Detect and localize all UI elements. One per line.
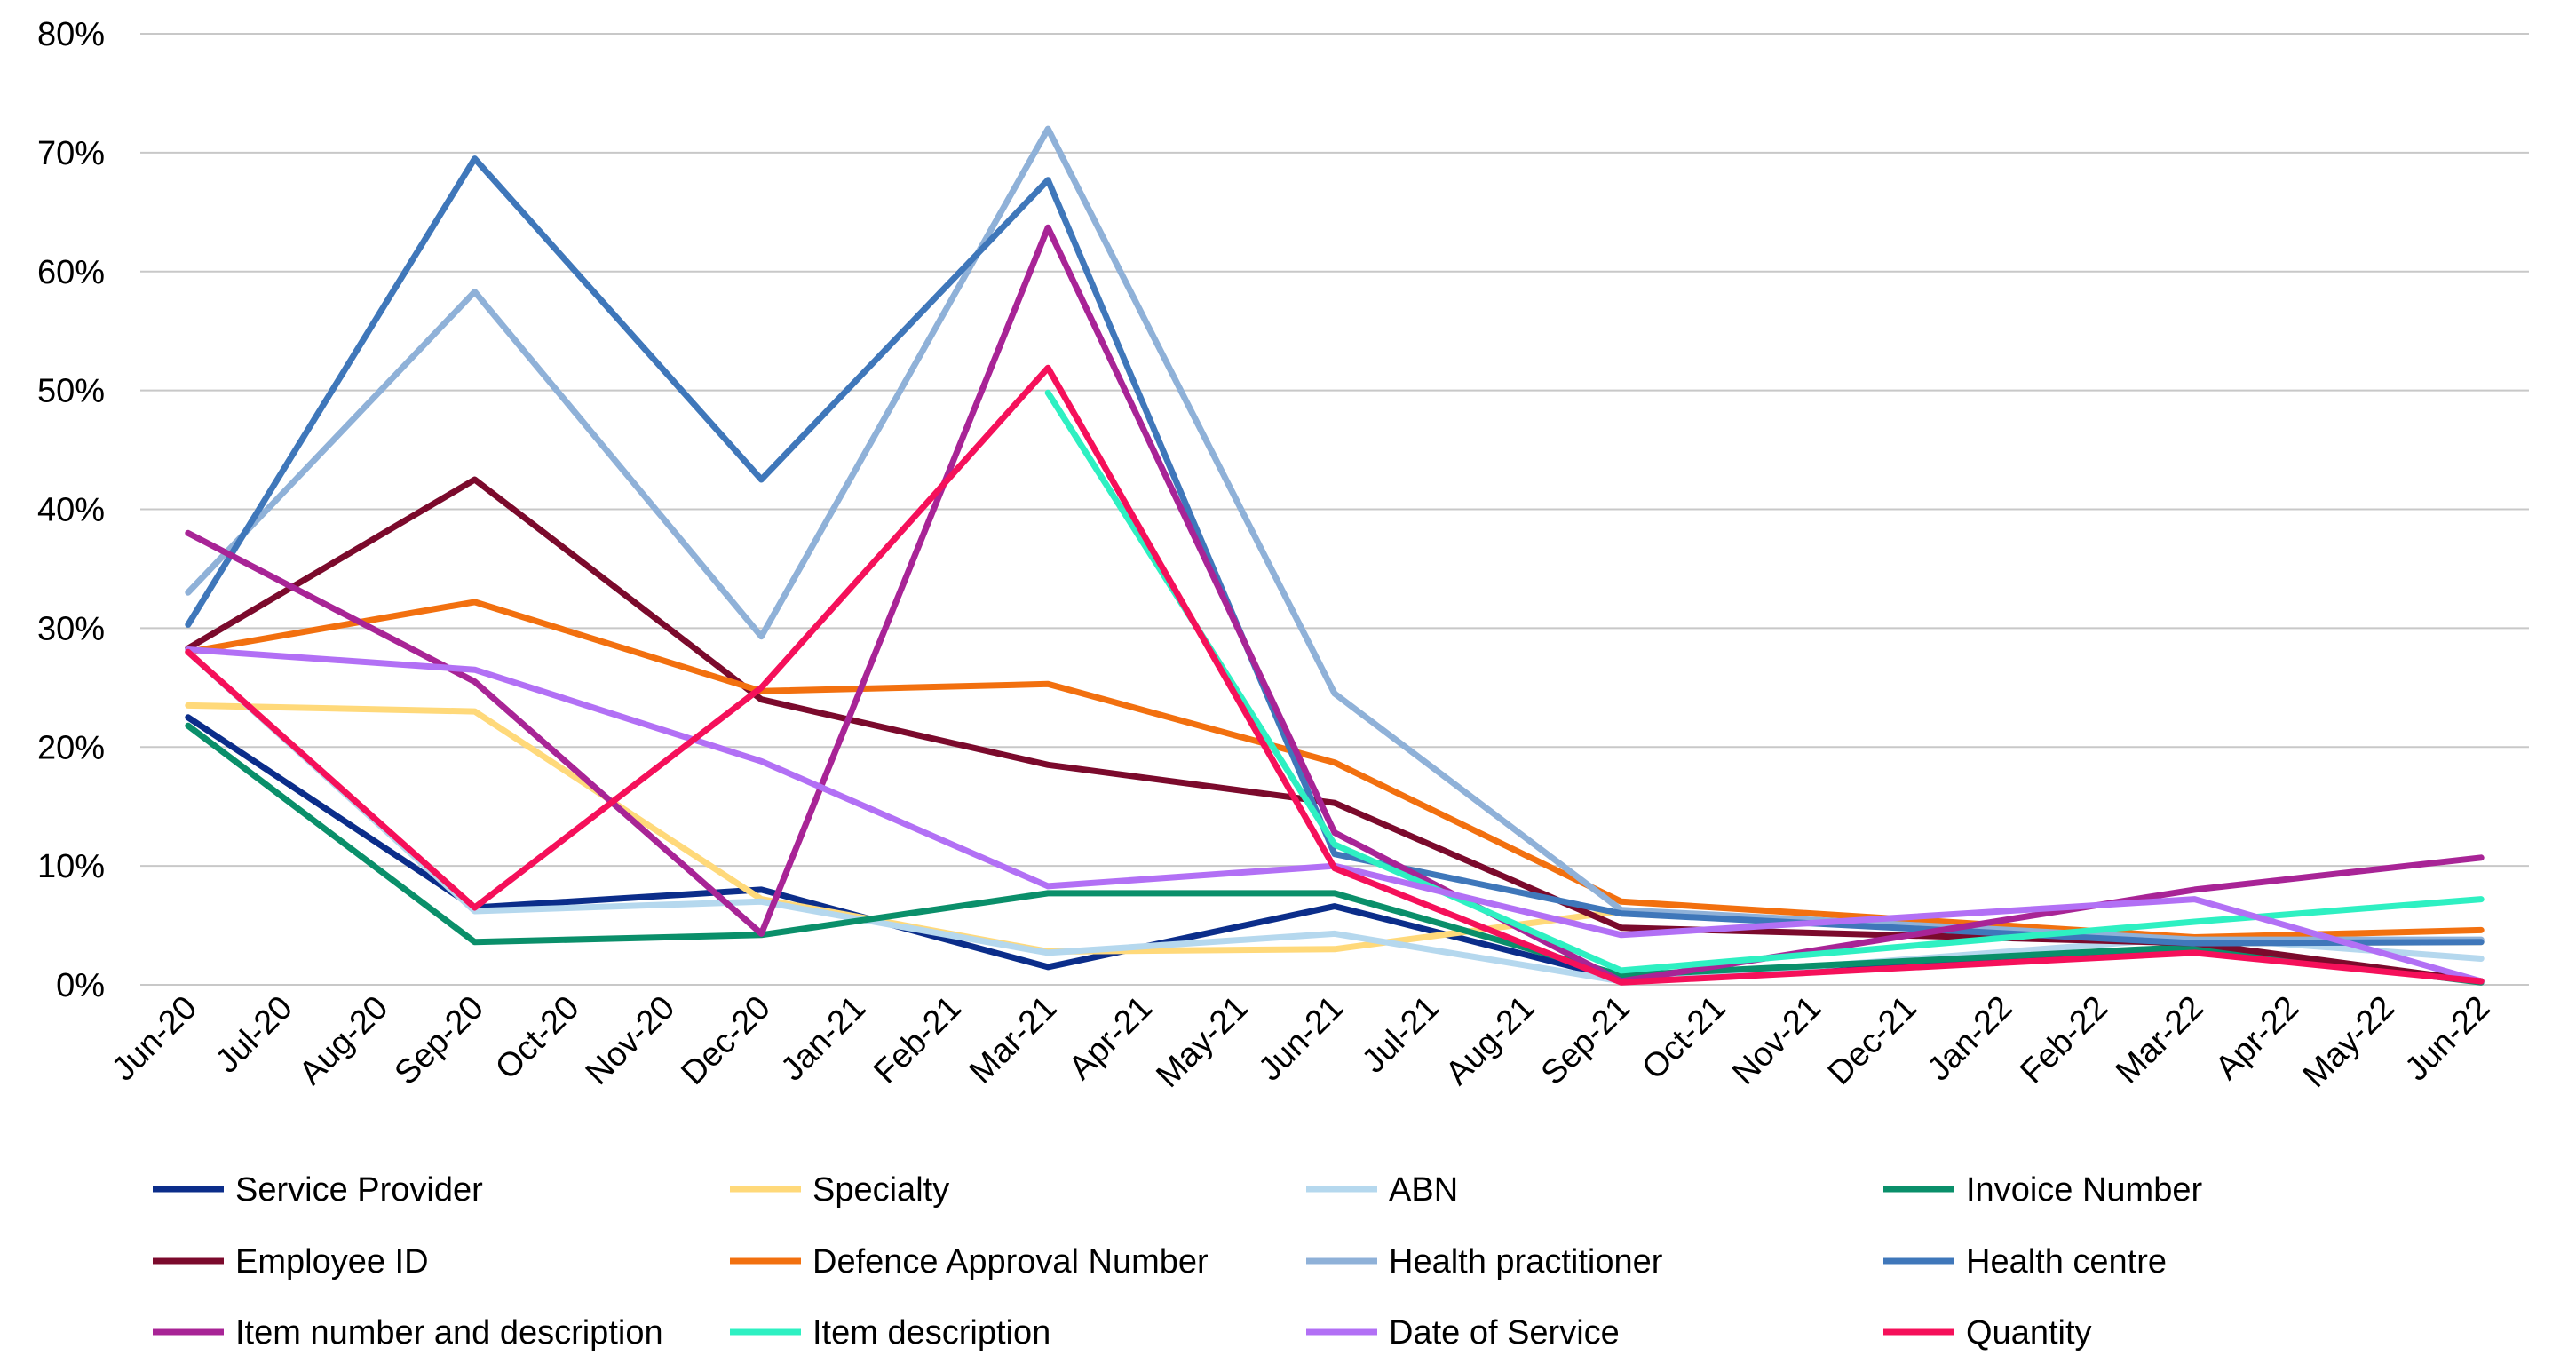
legend: Service Provider Specialty ABN Invoice Numb… <box>153 1171 2202 1352</box>
legend-label: Service Provider <box>235 1171 483 1209</box>
y-tick-label: 60% <box>37 254 105 291</box>
series-line-quantity <box>185 364 2485 986</box>
y-tick-label: 40% <box>37 492 105 529</box>
y-tick-label: 10% <box>37 848 105 885</box>
legend-label: Item number and description <box>235 1314 663 1352</box>
x-tick-label: Aug-21 <box>1439 989 1542 1092</box>
x-tick-label: Oct-21 <box>1635 989 1732 1087</box>
series-line-date-of-service <box>185 646 2485 985</box>
x-tick-label: Sep-21 <box>1534 989 1637 1092</box>
legend-label: Defence Approval Number <box>812 1243 1209 1281</box>
x-tick-label: Jan-22 <box>1921 989 2020 1089</box>
series-lines <box>185 125 2485 986</box>
x-tick-label: Apr-21 <box>1062 989 1160 1087</box>
x-tick-label: Jul-21 <box>1355 989 1447 1081</box>
x-tick-label: May-22 <box>2296 989 2402 1095</box>
x-axis-ticks: Jun-20 Jul-20Aug-20Sep-20Oct-20Nov-20Dec-… <box>105 989 2497 1095</box>
x-tick-label: Dec-20 <box>674 989 777 1092</box>
legend-label: Specialty <box>812 1171 949 1209</box>
series-line-health-centre <box>185 155 2485 947</box>
x-tick-label: May-21 <box>1149 989 1255 1095</box>
series-line-defence-approval-number <box>185 599 2485 940</box>
legend-label: Item description <box>812 1314 1050 1352</box>
legend-label: Invoice Number <box>1966 1171 2202 1209</box>
x-tick-label: Feb-21 <box>867 989 969 1091</box>
legend-label: Date of Service <box>1389 1314 1620 1352</box>
legend-label: Health centre <box>1966 1243 2167 1281</box>
series-line-invoice-number <box>185 722 2485 986</box>
x-tick-label: Dec-21 <box>1821 989 1924 1092</box>
x-tick-label: Feb-22 <box>2013 989 2115 1091</box>
legend-label: Quantity <box>1966 1314 2092 1352</box>
series-line-health-practitioner <box>185 125 2485 943</box>
y-axis-ticks: 0% 10% 20% 30% 40% 50% 60% 70% 80% <box>37 16 105 1004</box>
x-tick-label: Sep-20 <box>388 989 491 1092</box>
x-tick-label: Mar-22 <box>2109 989 2211 1091</box>
x-tick-label: Nov-21 <box>1725 989 1828 1092</box>
y-tick-label: 30% <box>37 610 105 647</box>
series-line-abn <box>185 648 2485 985</box>
legend-label: Health practitioner <box>1389 1243 1663 1281</box>
y-tick-label: 0% <box>56 967 105 1004</box>
gridlines <box>140 33 2529 986</box>
y-tick-label: 50% <box>37 373 105 410</box>
y-tick-label: 70% <box>37 135 105 172</box>
x-tick-label: Jun-22 <box>2398 989 2498 1089</box>
x-tick-label: Jun-21 <box>1251 989 1351 1089</box>
legend-label: ABN <box>1389 1171 1458 1209</box>
series-line-item-description <box>1044 389 2485 974</box>
y-tick-label: 80% <box>37 16 105 53</box>
legend-label: Employee ID <box>235 1243 429 1281</box>
x-tick-label: Jun-20 <box>105 989 204 1089</box>
x-tick-label: Oct-20 <box>488 989 586 1087</box>
x-tick-label: Jul-20 <box>209 989 300 1081</box>
x-tick-label: Jan-21 <box>773 989 873 1089</box>
x-tick-label: Aug-20 <box>292 989 395 1092</box>
x-tick-label: Nov-20 <box>579 989 682 1092</box>
x-tick-label: Mar-21 <box>963 989 1065 1091</box>
y-tick-label: 20% <box>37 729 105 766</box>
x-tick-label: Apr-22 <box>2208 989 2306 1087</box>
